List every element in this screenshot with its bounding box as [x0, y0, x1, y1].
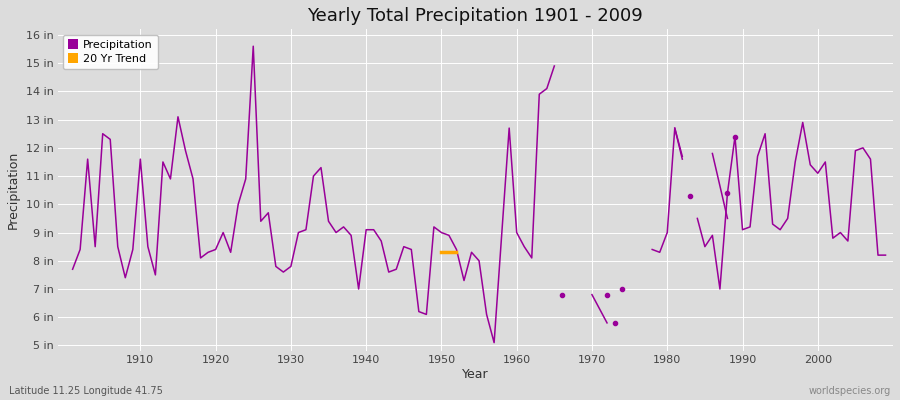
- Title: Yearly Total Precipitation 1901 - 2009: Yearly Total Precipitation 1901 - 2009: [308, 7, 644, 25]
- X-axis label: Year: Year: [462, 368, 489, 381]
- Text: worldspecies.org: worldspecies.org: [809, 386, 891, 396]
- Legend: Precipitation, 20 Yr Trend: Precipitation, 20 Yr Trend: [63, 35, 158, 69]
- Y-axis label: Precipitation: Precipitation: [7, 151, 20, 229]
- Text: Latitude 11.25 Longitude 41.75: Latitude 11.25 Longitude 41.75: [9, 386, 163, 396]
